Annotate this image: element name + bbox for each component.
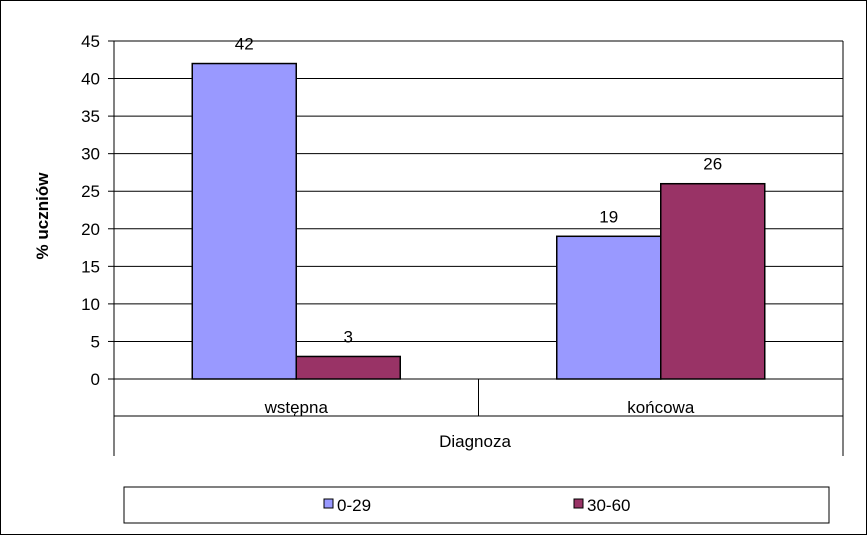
- y-tick-label: 15: [81, 257, 100, 276]
- legend-swatch-0-29: [323, 498, 334, 509]
- legend-box: [123, 486, 830, 524]
- y-tick-label: 10: [81, 295, 100, 314]
- data-label: 26: [703, 155, 722, 174]
- bars: [191, 62, 766, 380]
- axes: [113, 40, 844, 456]
- category-label: końcowa: [627, 398, 695, 417]
- legend: 0-29 30-60: [123, 486, 830, 524]
- y-axis-label: % uczniów: [33, 172, 52, 260]
- y-tick-label: 5: [91, 332, 100, 351]
- legend-swatch-30-60: [573, 498, 584, 509]
- legend-label-30-60: 30-60: [587, 496, 630, 515]
- y-tick-label: 25: [81, 182, 100, 201]
- bar: [556, 235, 662, 380]
- y-tick-label: 45: [81, 32, 100, 51]
- data-label: 42: [235, 35, 254, 54]
- bar: [295, 355, 401, 380]
- y-tick-label: 20: [81, 220, 100, 239]
- bar: [660, 182, 766, 380]
- y-tick-label: 35: [81, 107, 100, 126]
- y-tick-label: 0: [91, 370, 100, 389]
- data-labels: 42 3 19 26: [235, 35, 722, 347]
- category-label: wstępna: [264, 398, 329, 417]
- y-tick-label: 30: [81, 145, 100, 164]
- group-axis-label: Diagnoza: [439, 432, 511, 451]
- y-axis-ticks: 0 5 10 15 20 25 30 35 40 45: [81, 32, 114, 389]
- category-labels: wstępna końcowa: [264, 398, 695, 417]
- bar: [191, 62, 297, 380]
- data-label: 19: [599, 207, 618, 226]
- data-label: 3: [344, 327, 353, 346]
- legend-label-0-29: 0-29: [337, 496, 371, 515]
- y-tick-label: 40: [81, 70, 100, 89]
